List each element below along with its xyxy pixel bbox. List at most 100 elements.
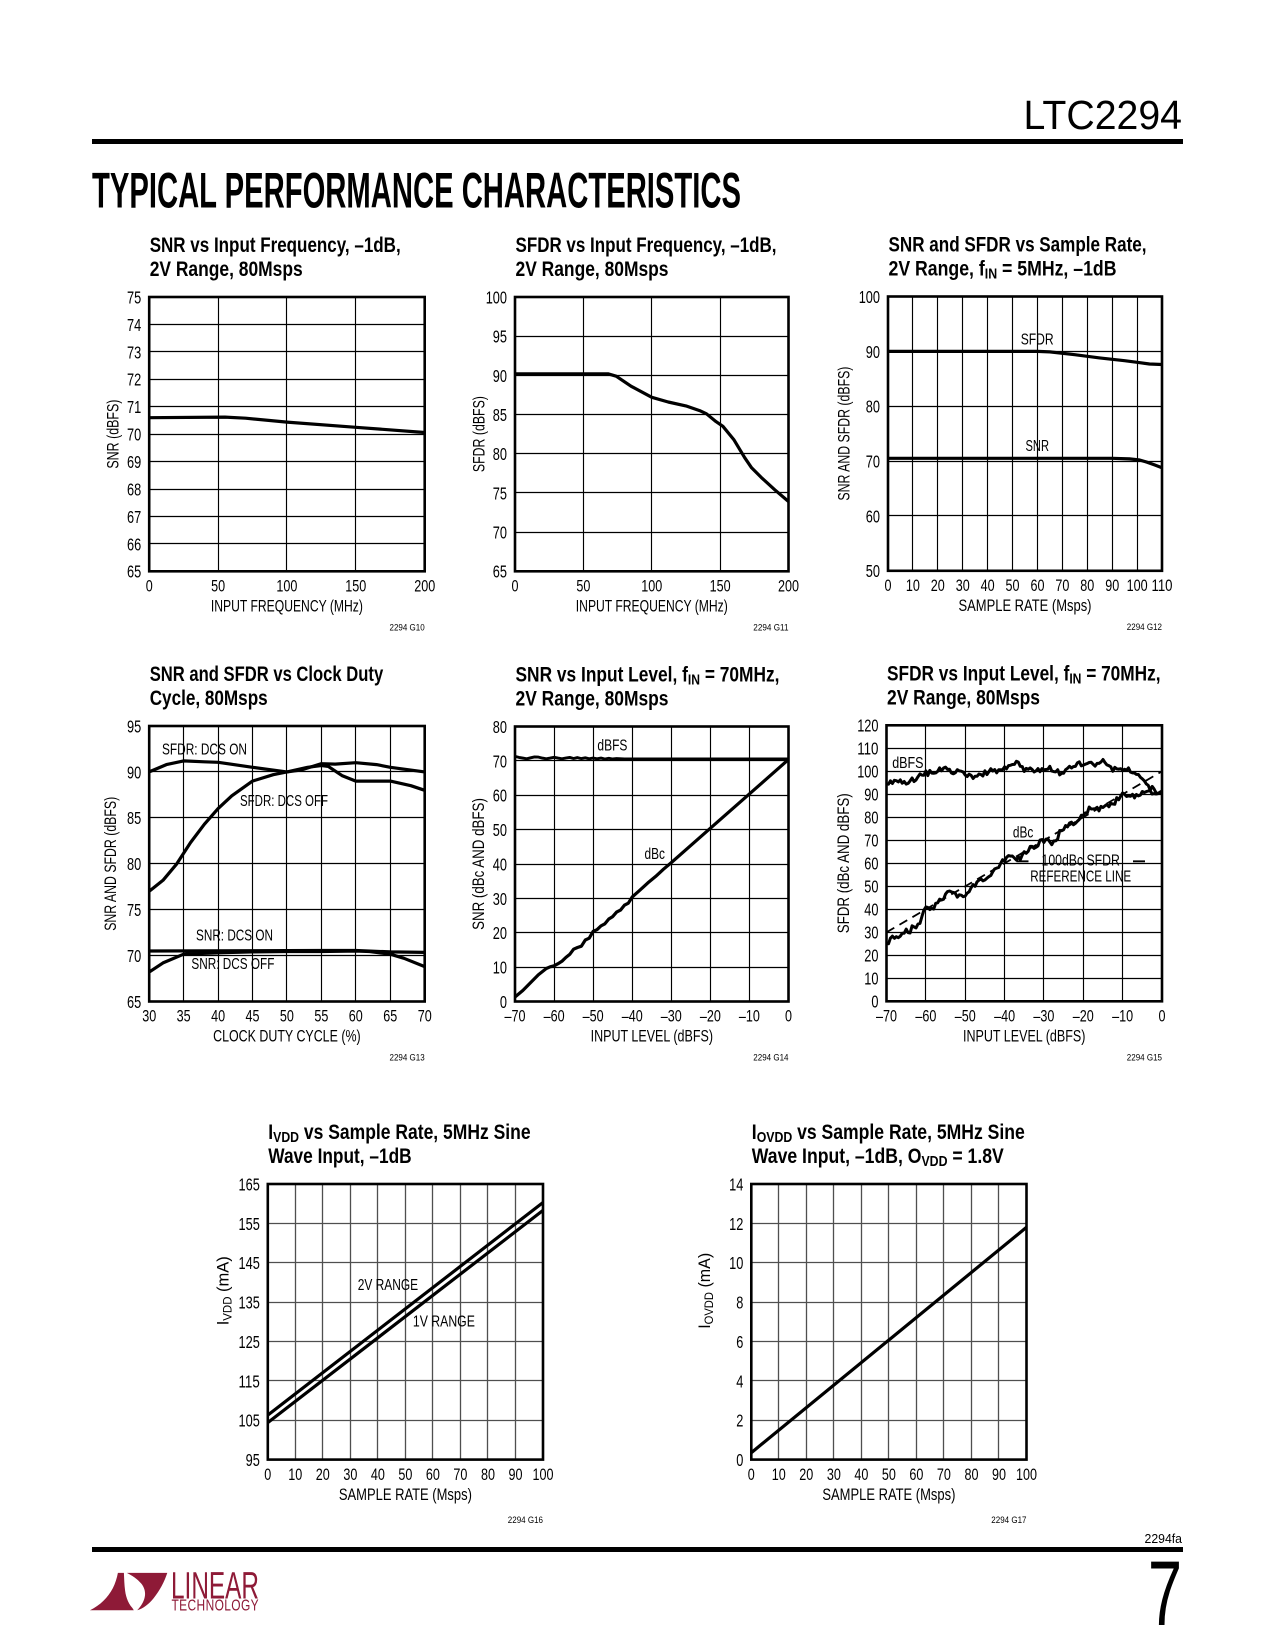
svg-text:LINEAR: LINEAR [171,1566,259,1608]
svg-text:2294fa: 2294fa [1145,1532,1183,1546]
svg-text:0: 0 [512,578,519,596]
svg-text:70: 70 [418,1008,432,1026]
svg-text:–50: –50 [583,1008,604,1026]
svg-text:90: 90 [493,366,507,386]
svg-text:4: 4 [736,1371,743,1391]
svg-text:2V RANGE: 2V RANGE [358,1277,418,1294]
svg-text:70: 70 [864,831,878,851]
svg-text:CLOCK DUTY CYCLE (%): CLOCK DUTY CYCLE (%) [213,1028,361,1046]
svg-text:71: 71 [127,397,141,417]
svg-text:60: 60 [866,506,880,526]
svg-text:10: 10 [772,1466,786,1484]
svg-text:SNR AND SFDR (dBFS): SNR AND SFDR (dBFS) [836,367,854,501]
svg-text:95: 95 [493,327,507,347]
svg-text:8: 8 [736,1293,743,1313]
svg-text:200: 200 [414,578,435,596]
svg-text:50: 50 [866,561,880,581]
svg-text:2294 G12: 2294 G12 [1127,622,1162,633]
svg-text:74: 74 [127,315,141,335]
svg-text:10: 10 [864,969,878,989]
svg-text:SNR (dBc AND dBFS): SNR (dBc AND dBFS) [470,798,488,930]
svg-text:SFDR: SFDR [1021,332,1054,349]
svg-text:60: 60 [864,854,878,874]
svg-text:95: 95 [246,1450,260,1470]
svg-text:–40: –40 [994,1008,1015,1026]
svg-text:2294 G13: 2294 G13 [390,1053,425,1064]
svg-text:SNR: SNR [1026,438,1050,455]
svg-text:85: 85 [493,405,507,425]
svg-text:50: 50 [576,578,590,596]
svg-text:20: 20 [931,577,945,595]
svg-text:SFDR: DCS ON: SFDR: DCS ON [162,742,247,759]
svg-text:0: 0 [736,1450,743,1470]
svg-text:80: 80 [493,444,507,464]
svg-text:100dBc SFDR: 100dBc SFDR [1042,852,1120,869]
svg-text:65: 65 [383,1008,397,1026]
svg-text:90: 90 [1105,577,1119,595]
svg-text:100: 100 [486,287,507,307]
svg-text:REFERENCE LINE: REFERENCE LINE [1030,869,1131,886]
svg-text:2294 G11: 2294 G11 [753,623,788,634]
svg-text:100: 100 [1016,1466,1037,1484]
svg-text:TYPICAL PERFORMANCE CHARACTERI: TYPICAL PERFORMANCE CHARACTERISTICS [92,163,741,219]
svg-text:–30: –30 [661,1008,682,1026]
svg-text:2V Range, 80Msps: 2V Range, 80Msps [887,686,1040,709]
svg-text:30: 30 [493,889,507,909]
svg-text:75: 75 [493,483,507,503]
svg-text:2294 G17: 2294 G17 [991,1515,1026,1526]
svg-text:0: 0 [885,577,892,595]
svg-text:50: 50 [493,820,507,840]
svg-text:50: 50 [864,877,878,897]
svg-text:2V Range, 80Msps: 2V Range, 80Msps [516,688,669,711]
svg-text:SFDR: DCS OFF: SFDR: DCS OFF [240,793,328,810]
svg-text:IOVDD​ vs Sample Rate, 5MHz Si: IOVDD​ vs Sample Rate, 5MHz Sine [752,1121,1025,1146]
svg-text:30: 30 [343,1466,357,1484]
svg-text:30: 30 [142,1008,156,1026]
svg-text:IOVDD​ (mA): IOVDD​ (mA) [696,1253,716,1329]
svg-text:0: 0 [146,578,153,596]
svg-text:INPUT FREQUENCY (MHz): INPUT FREQUENCY (MHz) [211,598,363,616]
svg-text:90: 90 [127,762,141,782]
svg-text:–50: –50 [955,1008,976,1026]
svg-text:30: 30 [827,1466,841,1484]
svg-text:150: 150 [710,578,731,596]
svg-text:SAMPLE RATE (Msps): SAMPLE RATE (Msps) [339,1486,472,1504]
svg-text:SNR and SFDR vs Sample Rate,: SNR and SFDR vs Sample Rate, [889,234,1147,257]
svg-text:2V Range, fIN​ = 5MHz, –1dB: 2V Range, fIN​ = 5MHz, –1dB [889,258,1117,283]
svg-text:50: 50 [280,1008,294,1026]
svg-text:–10: –10 [739,1008,760,1026]
svg-text:70: 70 [1055,577,1069,595]
svg-text:60: 60 [493,786,507,806]
svg-text:20: 20 [493,923,507,943]
svg-text:–30: –30 [1033,1008,1054,1026]
svg-text:2V Range, 80Msps: 2V Range, 80Msps [516,258,669,281]
svg-text:–60: –60 [915,1008,936,1026]
svg-text:0: 0 [871,992,878,1012]
svg-text:67: 67 [127,507,141,527]
svg-text:TECHNOLOGY: TECHNOLOGY [172,1597,260,1614]
svg-text:Wave Input, –1dB, OVDD​ = 1.8V: Wave Input, –1dB, OVDD​ = 1.8V [752,1145,1004,1170]
svg-text:60: 60 [909,1466,923,1484]
svg-text:95: 95 [127,716,141,736]
svg-text:80: 80 [481,1466,495,1484]
svg-text:80: 80 [493,717,507,737]
svg-text:INPUT LEVEL (dBFS): INPUT LEVEL (dBFS) [963,1028,1085,1046]
svg-text:0: 0 [785,1008,792,1026]
svg-text:2294 G15: 2294 G15 [1127,1053,1162,1064]
svg-text:2V Range, 80Msps: 2V Range, 80Msps [150,258,303,281]
svg-text:65: 65 [127,562,141,582]
svg-text:110: 110 [1152,577,1173,595]
svg-text:2294 G10: 2294 G10 [390,623,425,634]
svg-text:0: 0 [500,992,507,1012]
svg-text:10: 10 [493,958,507,978]
svg-text:50: 50 [211,578,225,596]
svg-text:80: 80 [127,854,141,874]
svg-text:40: 40 [211,1008,225,1026]
svg-text:SFDR vs Input Level, fIN​ = 70: SFDR vs Input Level, fIN​ = 70MHz, [887,662,1161,687]
svg-text:100: 100 [641,578,662,596]
svg-text:SFDR (dBFS): SFDR (dBFS) [471,396,489,472]
svg-text:SNR: DCS ON: SNR: DCS ON [196,928,273,945]
svg-text:Cycle, 80Msps: Cycle, 80Msps [150,687,268,710]
svg-text:30: 30 [956,577,970,595]
svg-text:80: 80 [1080,577,1094,595]
